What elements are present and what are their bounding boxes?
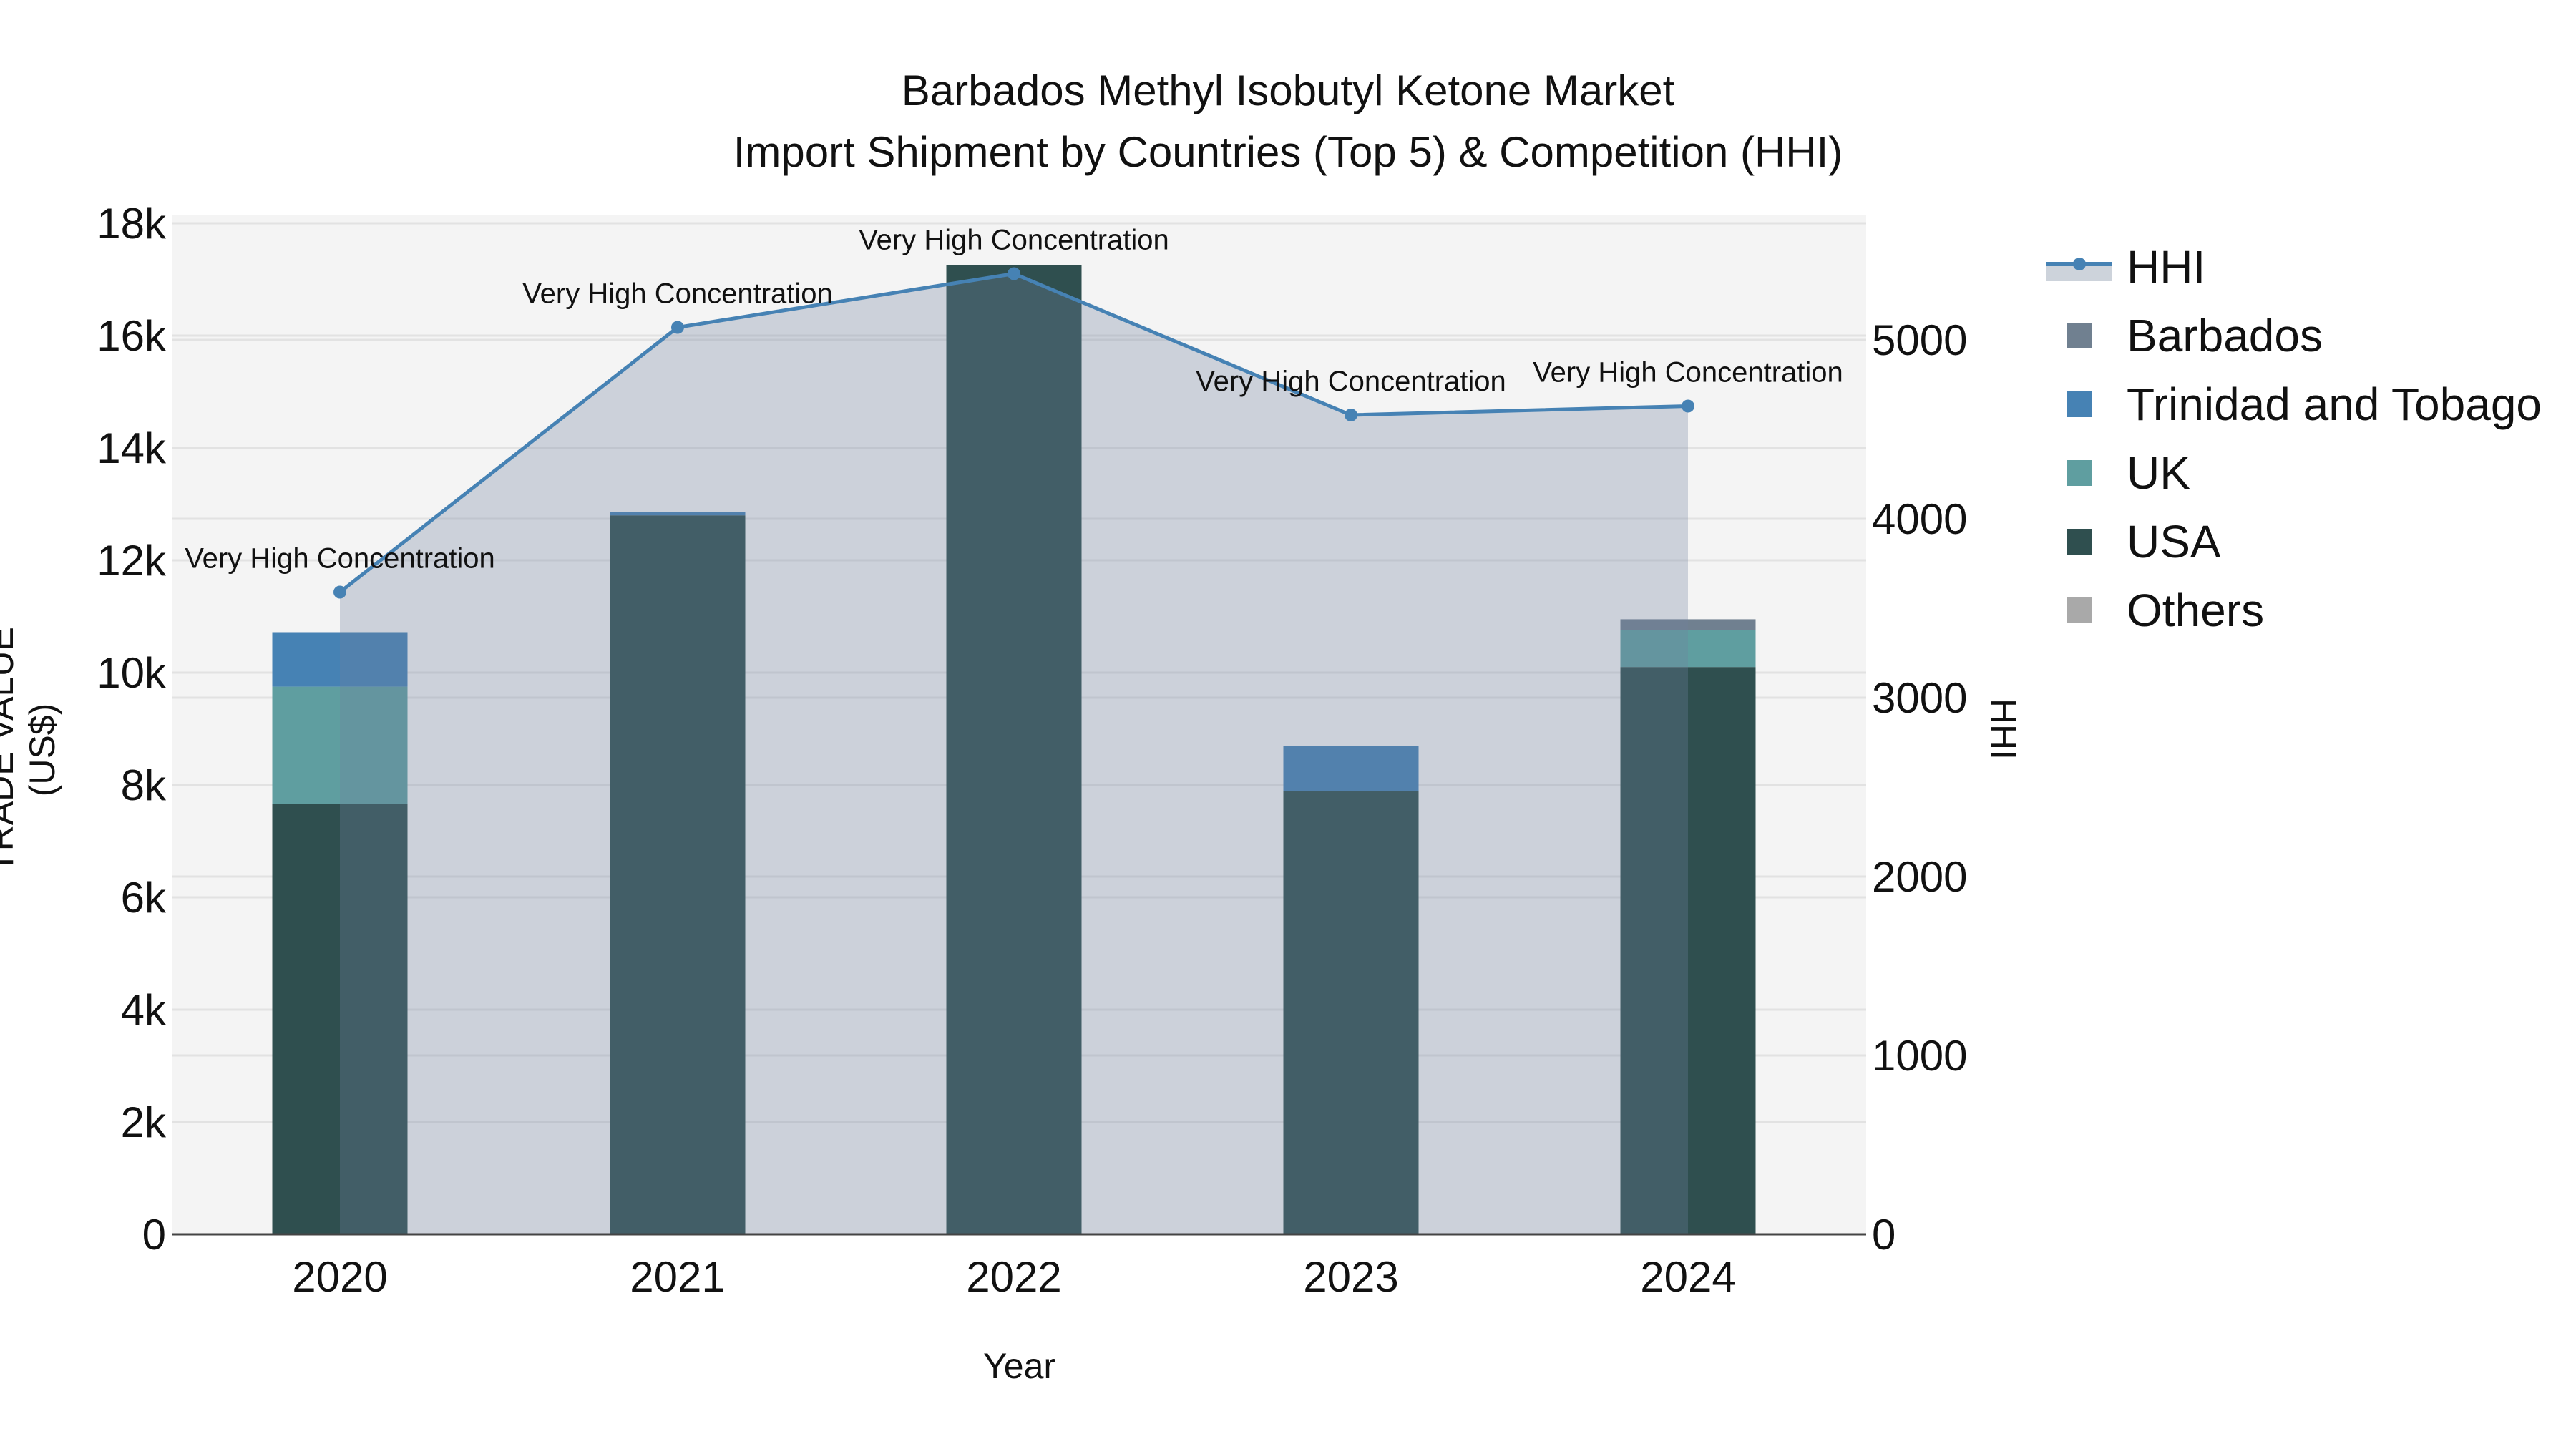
legend-label: HHI xyxy=(2127,241,2206,293)
y-right-tick: 4000 xyxy=(1872,495,1967,543)
y-left-tick: 8k xyxy=(121,761,167,809)
y-left-axis-title: TRADE VALUE (US$) xyxy=(0,627,62,873)
hhi-area xyxy=(340,273,1688,1234)
y-right-tick: 3000 xyxy=(1872,674,1967,722)
bar-segment-usa[interactable] xyxy=(946,265,1082,1234)
legend-label: Trinidad and Tobago xyxy=(2127,379,2542,430)
hhi-annotation: Very High Concentration xyxy=(1533,357,1843,389)
x-tick: 2024 xyxy=(1640,1253,1735,1301)
x-tick: 2022 xyxy=(966,1253,1061,1301)
hhi-point[interactable] xyxy=(1345,409,1357,421)
hhi-point[interactable] xyxy=(333,585,346,599)
y-left-tick: 18k xyxy=(97,200,167,248)
hhi-point[interactable] xyxy=(1682,399,1694,413)
legend-item-uk[interactable]: UK xyxy=(2046,439,2542,507)
usa-swatch-icon xyxy=(2067,529,2092,555)
y-left-tick: 4k xyxy=(121,986,167,1034)
bar-segment-barbados[interactable] xyxy=(1620,619,1756,630)
bar-segment-uk[interactable] xyxy=(1620,630,1756,668)
y-right-tick: 2000 xyxy=(1872,853,1967,901)
y-left-tick: 12k xyxy=(97,537,167,585)
y-right-tick: 5000 xyxy=(1872,316,1967,364)
legend-item-hhi[interactable]: HHI xyxy=(2046,233,2542,301)
hhi-point[interactable] xyxy=(1008,267,1020,280)
hhi-point[interactable] xyxy=(671,321,684,334)
bar-segment-usa[interactable] xyxy=(1620,667,1756,1234)
y-left-tick: 10k xyxy=(97,649,167,697)
y-right-tick: 1000 xyxy=(1872,1032,1967,1080)
legend-item-usa[interactable]: USA xyxy=(2046,507,2542,576)
y-left-tick: 6k xyxy=(121,874,167,922)
chart-title-line1: Barbados Methyl Isobutyl Ketone Market xyxy=(901,67,1675,114)
bar-segment-uk[interactable] xyxy=(272,686,408,804)
y-left-tick: 2k xyxy=(121,1098,167,1146)
bar-segment-trinidad-and-tobago[interactable] xyxy=(610,512,746,516)
legend-label: UK xyxy=(2127,447,2190,499)
legend: HHI Barbados Trinidad and Tobago UK USA … xyxy=(2046,233,2542,645)
y-left-tick: 14k xyxy=(97,424,167,472)
bar-segment-usa[interactable] xyxy=(1283,791,1419,1234)
bar-segment-trinidad-and-tobago[interactable] xyxy=(272,632,408,687)
x-tick: 2020 xyxy=(292,1253,387,1301)
others-swatch-icon xyxy=(2067,597,2092,623)
x-axis-title: Year xyxy=(983,1346,1056,1386)
y-left-tick: 16k xyxy=(97,312,167,360)
x-tick: 2023 xyxy=(1303,1253,1398,1301)
hhi-annotation: Very High Concentration xyxy=(859,225,1169,256)
hhi-annotation: Very High Concentration xyxy=(522,278,833,310)
uk-swatch-icon xyxy=(2067,460,2092,486)
hhi-line-icon xyxy=(2046,253,2112,281)
y-left-tick: 0 xyxy=(142,1211,166,1259)
legend-label: Barbados xyxy=(2127,310,2323,361)
x-tick: 2021 xyxy=(630,1253,725,1301)
trinidad-swatch-icon xyxy=(2067,391,2092,417)
legend-item-others[interactable]: Others xyxy=(2046,576,2542,645)
chart-title-line2: Import Shipment by Countries (Top 5) & C… xyxy=(733,128,1843,176)
legend-label: Others xyxy=(2127,585,2265,636)
hhi-annotation: Very High Concentration xyxy=(1196,366,1506,397)
bar-segment-trinidad-and-tobago[interactable] xyxy=(1283,746,1419,791)
legend-item-trinidad-and-tobago[interactable]: Trinidad and Tobago xyxy=(2046,370,2542,439)
legend-label: USA xyxy=(2127,516,2221,567)
barbados-swatch-icon xyxy=(2067,323,2092,348)
bar-segment-usa[interactable] xyxy=(272,804,408,1234)
y-right-tick: 0 xyxy=(1872,1211,1896,1259)
legend-item-barbados[interactable]: Barbados xyxy=(2046,301,2542,370)
bar-segment-usa[interactable] xyxy=(610,515,746,1234)
y-right-axis-title: HHI xyxy=(1984,698,2024,761)
hhi-annotation: Very High Concentration xyxy=(185,543,495,575)
